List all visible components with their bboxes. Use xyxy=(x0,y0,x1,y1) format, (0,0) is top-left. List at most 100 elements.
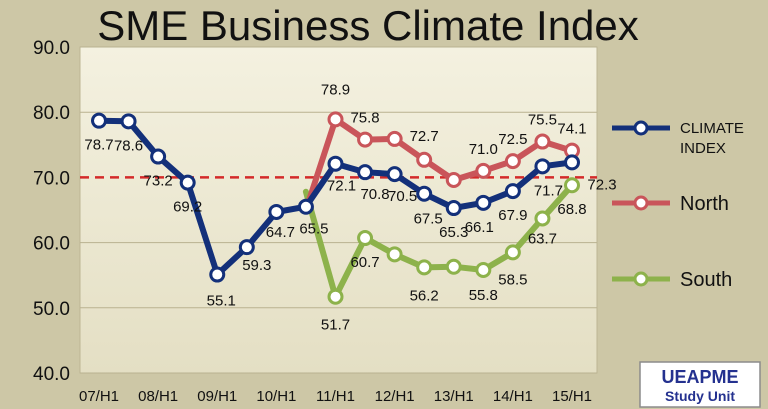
data-label-climate-index: 72.3 xyxy=(587,176,616,193)
data-label-north: 74.1 xyxy=(557,121,586,138)
data-point-climate-index xyxy=(179,174,196,191)
data-label-south: 55.8 xyxy=(469,287,498,304)
data-point-climate-index xyxy=(386,166,403,183)
badge-line-2: Study Unit xyxy=(665,388,735,404)
data-point-north xyxy=(386,130,403,147)
data-label-north: 71.0 xyxy=(469,141,498,158)
data-label-climate-index: 73.2 xyxy=(144,173,173,190)
y-axis-ticks: 40.0 50.0 60.0 70.0 80.0 90.0 xyxy=(33,38,70,385)
data-point-climate-index xyxy=(209,266,226,283)
badge-line-1: UEAPME xyxy=(661,367,738,387)
x-tick-label: 14/H1 xyxy=(493,388,533,405)
x-tick-label: 09/H1 xyxy=(197,388,237,405)
data-labels: 78.7 78.6 73.269.2 55.1 59.3 64.7 65.5 72.1 70.8… xyxy=(84,81,616,333)
data-label-climate-index: 69.2 xyxy=(173,199,202,216)
legend-label-climate-index: CLIMATE xyxy=(680,120,744,137)
y-tick-label: 60.0 xyxy=(33,234,70,255)
data-label-climate-index: 72.1 xyxy=(327,178,356,195)
data-point-north xyxy=(445,172,462,189)
data-label-climate-index: 71.7 xyxy=(534,182,563,199)
data-point-climate-index xyxy=(475,194,492,211)
data-label-climate-index: 59.3 xyxy=(242,257,271,274)
legend-label-climate-index: INDEX xyxy=(680,140,726,157)
data-point-climate-index xyxy=(504,183,521,200)
legend-marker-south xyxy=(633,271,649,287)
data-label-south: 63.7 xyxy=(528,230,557,247)
x-tick-label: 11/H1 xyxy=(316,388,355,405)
data-label-climate-index: 70.5 xyxy=(388,188,417,205)
legend-marker-climate-index xyxy=(633,120,649,136)
data-label-south: 68.8 xyxy=(557,201,586,218)
x-tick-label: 08/H1 xyxy=(138,388,178,405)
x-tick-label: 15/H1 xyxy=(552,388,592,405)
x-tick-label: 12/H1 xyxy=(375,388,415,405)
data-label-south: 56.2 xyxy=(410,287,439,304)
data-point-climate-index xyxy=(357,164,374,181)
data-point-climate-index xyxy=(150,148,167,165)
data-point-south xyxy=(475,261,492,278)
y-tick-label: 80.0 xyxy=(33,103,70,124)
data-label-north: 72.5 xyxy=(498,131,527,148)
legend: CLIMATE INDEX North South xyxy=(612,120,744,291)
data-label-climate-index: 70.8 xyxy=(360,186,389,203)
y-tick-label: 90.0 xyxy=(33,38,70,59)
legend-marker-north xyxy=(633,195,649,211)
y-tick-label: 50.0 xyxy=(33,299,70,320)
data-label-climate-index: 55.1 xyxy=(207,293,236,310)
data-point-climate-index xyxy=(534,158,551,175)
data-label-climate-index: 66.1 xyxy=(465,219,494,236)
data-point-north xyxy=(504,153,521,170)
data-point-south xyxy=(534,210,551,227)
series-line-north xyxy=(302,116,575,213)
data-point-south xyxy=(445,258,462,275)
data-point-north xyxy=(534,133,551,150)
data-label-climate-index: 64.7 xyxy=(266,224,295,241)
x-tick-label: 13/H1 xyxy=(434,388,474,405)
gridlines xyxy=(80,46,597,374)
data-point-south xyxy=(357,230,374,247)
data-label-south: 60.7 xyxy=(350,254,379,271)
data-point-climate-index xyxy=(238,239,255,256)
data-point-climate-index xyxy=(297,198,314,215)
data-point-climate-index xyxy=(91,112,107,129)
data-label-north: 72.7 xyxy=(410,128,439,145)
plot-area xyxy=(79,46,598,374)
chart-title: SME Business Climate Index xyxy=(97,2,639,49)
data-point-climate-index xyxy=(445,200,462,217)
data-label-north: 78.9 xyxy=(321,81,350,98)
data-label-climate-index: 78.7 xyxy=(84,137,113,154)
data-label-climate-index: 67.9 xyxy=(498,207,527,224)
data-label-climate-index: 65.5 xyxy=(299,221,328,238)
data-label-north: 75.8 xyxy=(350,110,379,127)
data-point-south xyxy=(564,177,580,194)
y-tick-label: 70.0 xyxy=(33,168,70,189)
data-series xyxy=(91,111,580,305)
data-point-south xyxy=(327,288,344,305)
x-tick-label: 07/H1 xyxy=(79,388,119,405)
data-label-climate-index: 65.3 xyxy=(439,224,468,241)
data-point-north xyxy=(327,111,344,128)
data-point-climate-index xyxy=(416,185,433,202)
data-point-north xyxy=(416,151,433,168)
data-label-climate-index: 67.5 xyxy=(414,211,443,228)
y-tick-label: 40.0 xyxy=(33,364,70,385)
data-point-climate-index xyxy=(268,203,285,220)
data-label-north: 75.5 xyxy=(528,112,557,129)
x-axis-ticks: 07/H1 08/H1 09/H1 10/H1 11/H1 12/H1 13/H1 14/H1… xyxy=(79,388,592,405)
ueapme-badge: UEAPME Study Unit xyxy=(639,361,761,408)
data-label-climate-index: 78.6 xyxy=(114,137,143,154)
legend-label-south: South xyxy=(680,269,732,291)
data-point-climate-index xyxy=(327,155,344,172)
data-point-south xyxy=(416,259,433,276)
legend-label-north: North xyxy=(680,193,729,215)
x-tick-label: 10/H1 xyxy=(256,388,296,405)
data-point-south xyxy=(386,246,403,263)
data-label-south: 58.5 xyxy=(498,271,527,288)
data-point-climate-index xyxy=(120,113,137,130)
data-label-south: 51.7 xyxy=(321,317,350,334)
data-point-south xyxy=(504,244,521,261)
data-point-north xyxy=(357,131,374,148)
data-point-climate-index xyxy=(564,154,580,171)
